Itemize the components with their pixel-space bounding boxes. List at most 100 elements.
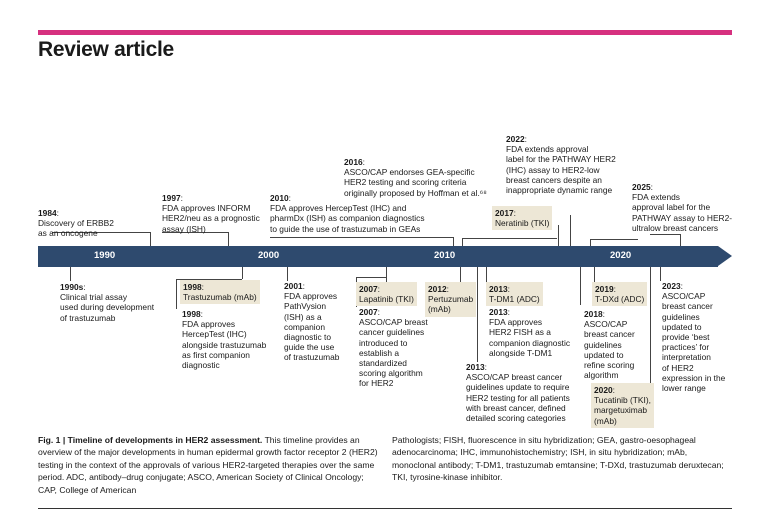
event-year: 2013 bbox=[466, 362, 485, 372]
event-year: 1990s bbox=[60, 282, 84, 292]
connector-line bbox=[590, 239, 638, 240]
event-year: 2019 bbox=[595, 284, 614, 294]
event-year: 2022 bbox=[506, 134, 525, 144]
figure-caption-left: Fig. 1 | Timeline of developments in HER… bbox=[38, 434, 378, 496]
event-year: 2020 bbox=[594, 385, 613, 395]
connector-line bbox=[150, 232, 151, 246]
event-text: Pertuzumab (mAb) bbox=[428, 294, 474, 315]
event-year: 2012 bbox=[428, 284, 447, 294]
therapy-box-2013: 2013: T-DM1 (ADC) bbox=[486, 282, 543, 307]
timeline-arrowhead bbox=[718, 246, 732, 266]
event-year: 2007 bbox=[359, 307, 378, 317]
therapy-box-1998: 1998: Trastuzumab (mAb) bbox=[180, 280, 260, 305]
event-text: ASCO/CAP breast cancer guidelines introd… bbox=[359, 317, 428, 389]
event-year: 1998 bbox=[182, 309, 201, 319]
event-year: 2007 bbox=[359, 284, 378, 294]
event-text: Discovery of ERBB2 as an oncogene bbox=[38, 218, 114, 239]
event-year: 1984 bbox=[38, 208, 57, 218]
therapy-box-2020: 2020: Tucatinib (TKI), margetuximab (mAb… bbox=[591, 383, 654, 428]
bottom-rule bbox=[38, 508, 732, 509]
event-text: FDA approves HercepTest (IHC) and pharmD… bbox=[270, 203, 425, 234]
event-year: 2013 bbox=[489, 307, 508, 317]
figure-caption-text: Pathologists; FISH, fluorescence in situ… bbox=[392, 435, 724, 483]
page-title: Review article bbox=[38, 38, 174, 61]
event-2001: 2001: FDA approves PathVysion (ISH) as a… bbox=[284, 281, 340, 363]
event-year: 2001 bbox=[284, 281, 303, 291]
event-2022: 2022: FDA extends approval label for the… bbox=[506, 134, 616, 196]
event-2016: 2016: ASCO/CAP endorses GEA-specific HER… bbox=[344, 157, 487, 198]
connector-line bbox=[680, 234, 681, 246]
event-text: ASCO/CAP breast cancer guidelines update… bbox=[466, 372, 570, 424]
event-1997: 1997: FDA approves INFORM HER2/neu as a … bbox=[162, 193, 260, 234]
event-text: ASCO/CAP endorses GEA-specific HER2 test… bbox=[344, 167, 487, 198]
event-1984: 1984: Discovery of ERBB2 as an oncogene bbox=[38, 208, 114, 239]
accent-bar bbox=[38, 30, 732, 35]
event-text: FDA approves HercepTest (IHC) alongside … bbox=[182, 319, 267, 371]
event-2018: 2018: ASCO/CAP breast cancer guidelines … bbox=[584, 309, 635, 381]
event-text: Neratinib (TKI) bbox=[495, 218, 550, 229]
figure-caption-label: Fig. 1 | Timeline of developments in HER… bbox=[38, 435, 263, 445]
connector-line bbox=[590, 239, 591, 246]
event-text: T-DXd (ADC) bbox=[595, 294, 645, 305]
event-text: FDA extends approval label for the PATHW… bbox=[506, 144, 616, 196]
connector-line bbox=[558, 225, 559, 246]
therapy-box-2017: 2017: Neratinib (TKI) bbox=[492, 206, 553, 231]
connector-line bbox=[477, 267, 478, 362]
connector-line bbox=[70, 267, 71, 281]
event-text: FDA approves PathVysion (ISH) as a compa… bbox=[284, 291, 340, 363]
connector-line bbox=[270, 237, 453, 238]
connector-line bbox=[570, 215, 571, 246]
therapy-box-2012: 2012: Pertuzumab (mAb) bbox=[425, 282, 477, 317]
event-2010: 2010: FDA approves HercepTest (IHC) and … bbox=[270, 193, 425, 234]
connector-line bbox=[462, 238, 557, 239]
event-text: FDA approves HER2 FISH as a companion di… bbox=[489, 317, 571, 358]
event-1990s: 1990s: Clinical trial assay used during … bbox=[60, 282, 155, 323]
axis-tick-2020: 2020 bbox=[610, 250, 632, 261]
therapy-box-2007: 2007: Lapatinib (TKI) bbox=[356, 282, 417, 307]
figure-caption-right: Pathologists; FISH, fluorescence in situ… bbox=[392, 434, 732, 484]
event-year: 2023 bbox=[662, 281, 681, 291]
connector-line bbox=[162, 232, 228, 233]
event-2025: 2025: FDA extends approval label for the… bbox=[632, 182, 733, 233]
event-text: Lapatinib (TKI) bbox=[359, 294, 414, 305]
connector-line bbox=[287, 267, 288, 281]
connector-line bbox=[660, 267, 661, 281]
event-2013-fish: 2013: FDA approves HER2 FISH as a compan… bbox=[489, 307, 571, 358]
timeline-axis bbox=[38, 246, 718, 267]
event-year: 1998 bbox=[183, 282, 202, 292]
event-year: 2017 bbox=[495, 208, 514, 218]
event-2007: 2007: ASCO/CAP breast cancer guidelines … bbox=[359, 307, 428, 389]
event-text: Tucatinib (TKI), margetuximab (mAb) bbox=[594, 395, 651, 426]
connector-line bbox=[580, 267, 581, 305]
connector-line bbox=[52, 232, 150, 233]
connector-line bbox=[462, 238, 463, 246]
event-year: 2010 bbox=[270, 193, 289, 203]
event-year: 1997 bbox=[162, 193, 181, 203]
connector-line bbox=[460, 267, 461, 282]
event-2023: 2023: ASCO/CAP breast cancer guidelines … bbox=[662, 281, 726, 394]
figure-caption-text: This timeline provides an overview of th… bbox=[38, 435, 378, 495]
connector-line bbox=[228, 232, 229, 246]
event-year: 2025 bbox=[632, 182, 651, 192]
connector-line bbox=[594, 267, 595, 282]
connector-line bbox=[386, 267, 387, 282]
event-text: ASCO/CAP breast cancer guidelines update… bbox=[584, 319, 635, 381]
connector-line bbox=[176, 279, 242, 280]
connector-line bbox=[356, 277, 386, 278]
connector-line bbox=[176, 279, 177, 309]
event-year: 2013 bbox=[489, 284, 508, 294]
connector-line bbox=[242, 267, 243, 279]
event-2013-guidelines: 2013: ASCO/CAP breast cancer guidelines … bbox=[466, 362, 570, 424]
connector-line bbox=[453, 237, 454, 246]
event-year: 2016 bbox=[344, 157, 363, 167]
event-text: Clinical trial assay used during develop… bbox=[60, 292, 155, 323]
event-text: ASCO/CAP breast cancer guidelines update… bbox=[662, 291, 726, 394]
event-1998: 1998: FDA approves HercepTest (IHC) alon… bbox=[182, 309, 267, 371]
connector-line bbox=[486, 267, 487, 282]
connector-line bbox=[650, 234, 680, 235]
axis-tick-2000: 2000 bbox=[258, 250, 280, 261]
axis-tick-2010: 2010 bbox=[434, 250, 456, 261]
event-text: Trastuzumab (mAb) bbox=[183, 292, 257, 303]
event-text: T-DM1 (ADC) bbox=[489, 294, 540, 305]
therapy-box-2019: 2019: T-DXd (ADC) bbox=[592, 282, 648, 307]
